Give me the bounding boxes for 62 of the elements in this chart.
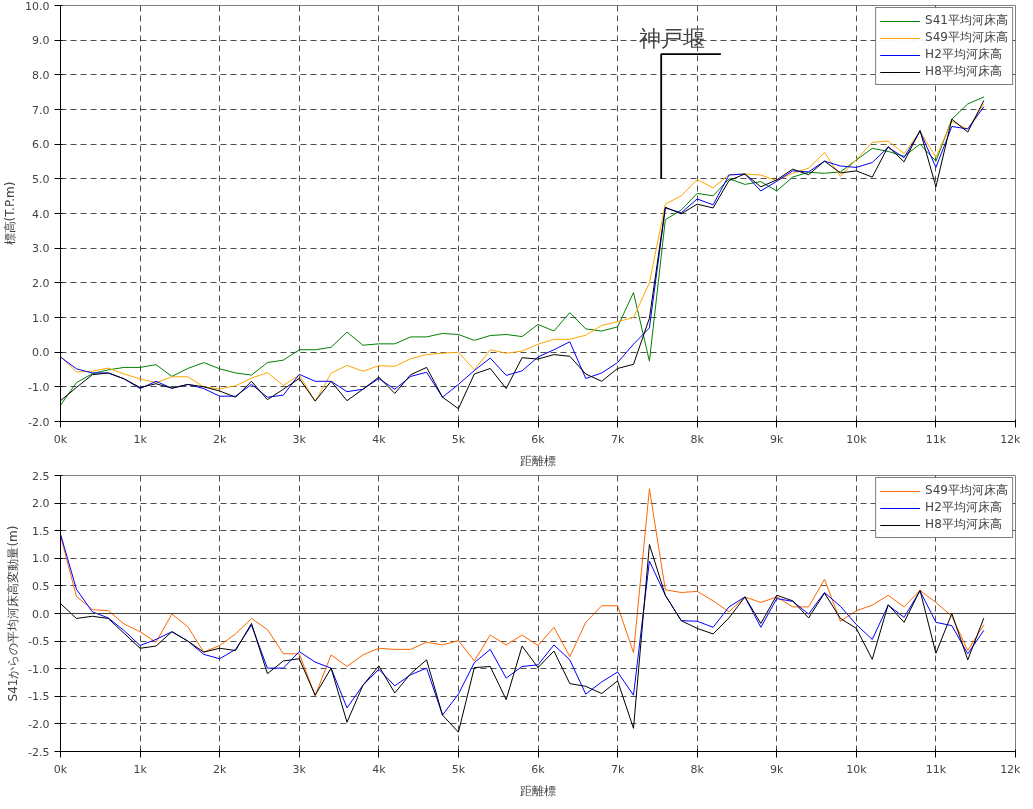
y-tick-label: -2.5 xyxy=(28,745,50,759)
legend-label: S49平均河床高 xyxy=(925,482,1008,499)
y-tick-label: 3.0 xyxy=(32,242,50,256)
y-tick-label: 9.0 xyxy=(32,34,50,48)
y-tick-label: -0.5 xyxy=(28,635,50,649)
legend-label: H2平均河床高 xyxy=(925,46,1002,63)
x-tick-label: 3k xyxy=(292,432,307,446)
x-tick-label: 2k xyxy=(212,762,227,776)
y-tick-label: 8.0 xyxy=(32,68,50,82)
y-tick-label: -1.5 xyxy=(28,690,50,704)
y-tick-label: 0.0 xyxy=(32,607,50,621)
y-tick-label: 1.0 xyxy=(32,311,50,325)
x-tick-label: 10k xyxy=(846,762,868,776)
y-tick-label: 6.0 xyxy=(32,138,50,152)
y-tick-label: 5.0 xyxy=(32,172,50,186)
x-tick-label: 3k xyxy=(292,762,307,776)
y-tick-label: -1.0 xyxy=(28,380,50,394)
x-tick-label: 1k xyxy=(133,762,148,776)
y-tick-label: 10.0 xyxy=(25,0,50,13)
y-axis-title: S41からの平均河床高変動量(m) xyxy=(6,525,21,702)
x-tick-label: 11k xyxy=(925,762,947,776)
y-axis-title: 標高(T.P.m) xyxy=(3,181,18,246)
y-tick-label: -1.0 xyxy=(28,662,50,676)
y-tick-label: 0.5 xyxy=(32,579,50,593)
y-tick-label: 1.5 xyxy=(32,524,50,538)
legend-label: S49平均河床高 xyxy=(925,29,1008,46)
x-tick-label: 7k xyxy=(610,432,625,446)
x-tick-label: 5k xyxy=(451,762,466,776)
y-tick-label: 2.5 xyxy=(32,469,50,483)
x-tick-label: 6k xyxy=(531,432,546,446)
x-axis-title: 距離標 xyxy=(520,453,556,468)
x-tick-label: 1k xyxy=(133,432,148,446)
legend-label: H8平均河床高 xyxy=(925,63,1002,80)
x-tick-label: 8k xyxy=(690,432,705,446)
y-tick-label: 0.0 xyxy=(32,346,50,360)
legend-label: H8平均河床高 xyxy=(925,516,1002,533)
y-tick-label: 2.0 xyxy=(32,497,50,511)
x-tick-label: 9k xyxy=(770,432,785,446)
x-tick-label: 12k xyxy=(1000,762,1022,776)
annotation: 神戸堰 xyxy=(639,26,706,52)
y-tick-label: 2.0 xyxy=(32,276,50,290)
y-tick-label: 7.0 xyxy=(32,103,50,117)
x-tick-label: 5k xyxy=(451,432,466,446)
x-tick-label: 4k xyxy=(372,762,387,776)
x-tick-label: 0k xyxy=(53,432,68,446)
y-tick-label: -2.0 xyxy=(28,415,50,429)
x-tick-label: 10k xyxy=(846,432,868,446)
x-tick-label: 4k xyxy=(372,432,387,446)
x-tick-label: 6k xyxy=(531,762,546,776)
y-tick-label: -2.0 xyxy=(28,717,50,731)
x-tick-label: 9k xyxy=(770,762,785,776)
x-tick-label: 7k xyxy=(610,762,625,776)
x-tick-label: 8k xyxy=(690,762,705,776)
x-axis-title: 距離標 xyxy=(520,783,556,798)
x-tick-label: 11k xyxy=(925,432,947,446)
x-tick-label: 12k xyxy=(1000,432,1022,446)
y-tick-label: 1.0 xyxy=(32,552,50,566)
legend-label: H2平均河床高 xyxy=(925,499,1002,516)
legend-label: S41平均河床高 xyxy=(925,12,1008,29)
x-tick-label: 0k xyxy=(53,762,68,776)
y-tick-label: 4.0 xyxy=(32,207,50,221)
x-tick-label: 2k xyxy=(212,432,227,446)
